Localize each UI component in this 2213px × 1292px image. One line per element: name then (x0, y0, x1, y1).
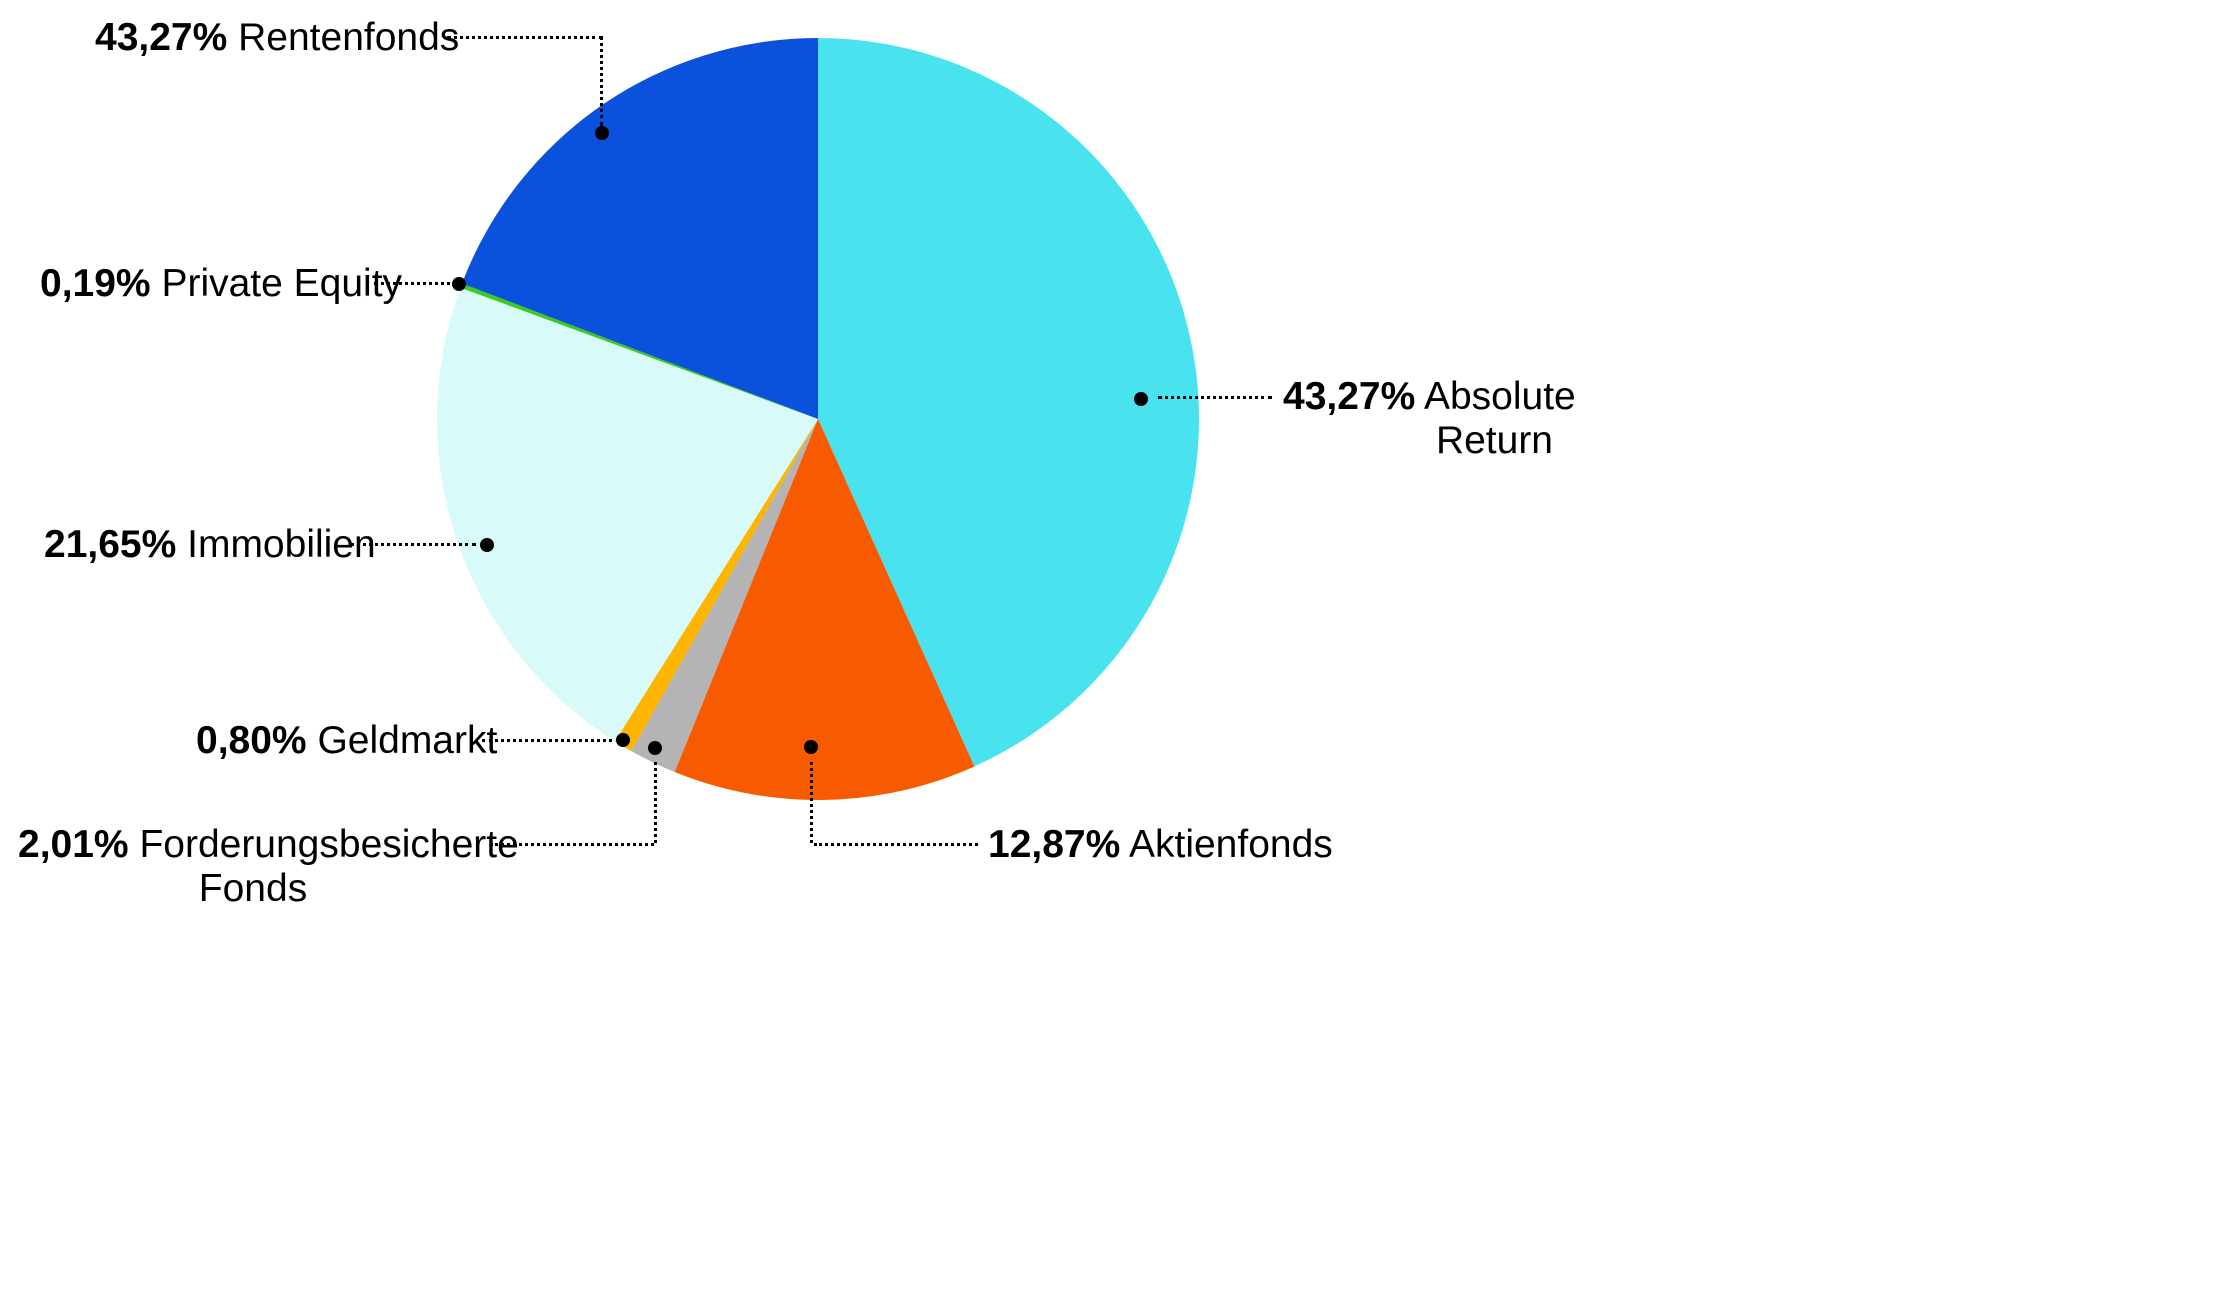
pie-slice-forderungsbesicherte-fonds (631, 419, 818, 772)
leader-line-rentenfonds-h (447, 36, 603, 39)
leader-line-forderungsbesicherte-v (654, 762, 657, 843)
callout-rentenfonds-percent: 43,27% (95, 16, 228, 59)
callout-aktienfonds-label: Aktienfonds (1128, 823, 1333, 866)
callout-forderungsbesicherte-percent: 2,01% (18, 823, 129, 866)
callout-geldmarkt-percent: 0,80% (196, 719, 307, 762)
callout-forderungsbesicherte-label: Forderungsbesicherte Fonds (139, 823, 519, 910)
callout-immobilien-percent: 21,65% (44, 523, 177, 566)
callout-geldmarkt-label: Geldmarkt (317, 719, 498, 762)
callout-aktienfonds-percent: 12,87% (988, 823, 1121, 866)
leader-dot-absolute-return (1134, 392, 1148, 406)
callout-forderungsbesicherte-fonds: 2,01% Forderungsbesicherte Fonds (18, 823, 519, 911)
leader-line-immobilien-h (350, 543, 476, 546)
callout-aktienfonds: 12,87% Aktienfonds (988, 823, 1333, 867)
pie-slice-aktienfonds (674, 419, 975, 800)
leader-dot-private-equity (452, 277, 466, 291)
leader-line-rentenfonds-v (600, 36, 603, 126)
pie-slice-immobilien (436, 287, 818, 742)
pie-slice-geldmarkt (614, 419, 818, 752)
leader-dot-rentenfonds (595, 126, 609, 140)
callout-immobilien-label: Immobilien (187, 523, 376, 566)
callout-rentenfonds-label: Rentenfonds (238, 16, 460, 59)
leader-dot-immobilien (480, 538, 494, 552)
pie-slice-private-equity (460, 283, 818, 419)
leader-line-forderungsbesicherte-h (490, 843, 654, 846)
callout-absolute-return-label: Absolute Return (1423, 375, 1576, 462)
callout-private-equity-percent: 0,19% (40, 262, 151, 305)
callout-private-equity: 0,19% Private Equity (40, 262, 402, 306)
pie-slice-rentenfonds (461, 38, 818, 419)
callout-geldmarkt: 0,80% Geldmarkt (196, 719, 497, 763)
leader-line-aktienfonds-h (814, 843, 978, 846)
leader-dot-geldmarkt (616, 733, 630, 747)
leader-dot-forderungsbesicherte (648, 741, 662, 755)
leader-line-private-equity-h (374, 282, 450, 285)
callout-absolute-return: 43,27% Absolute Return (1283, 375, 1576, 463)
leader-dot-aktienfonds (804, 740, 818, 754)
leader-line-geldmarkt-h (482, 739, 612, 742)
leader-line-absolute-return-h (1158, 396, 1272, 399)
callout-immobilien: 21,65% Immobilien (44, 523, 376, 567)
callout-rentenfonds: 43,27% Rentenfonds (95, 16, 459, 60)
callout-private-equity-label: Private Equity (161, 262, 403, 305)
pie-chart (436, 38, 1200, 800)
callout-absolute-return-percent: 43,27% (1283, 375, 1416, 418)
pie-slice-absolute-return (818, 38, 1200, 767)
leader-line-aktienfonds-v (810, 762, 813, 843)
